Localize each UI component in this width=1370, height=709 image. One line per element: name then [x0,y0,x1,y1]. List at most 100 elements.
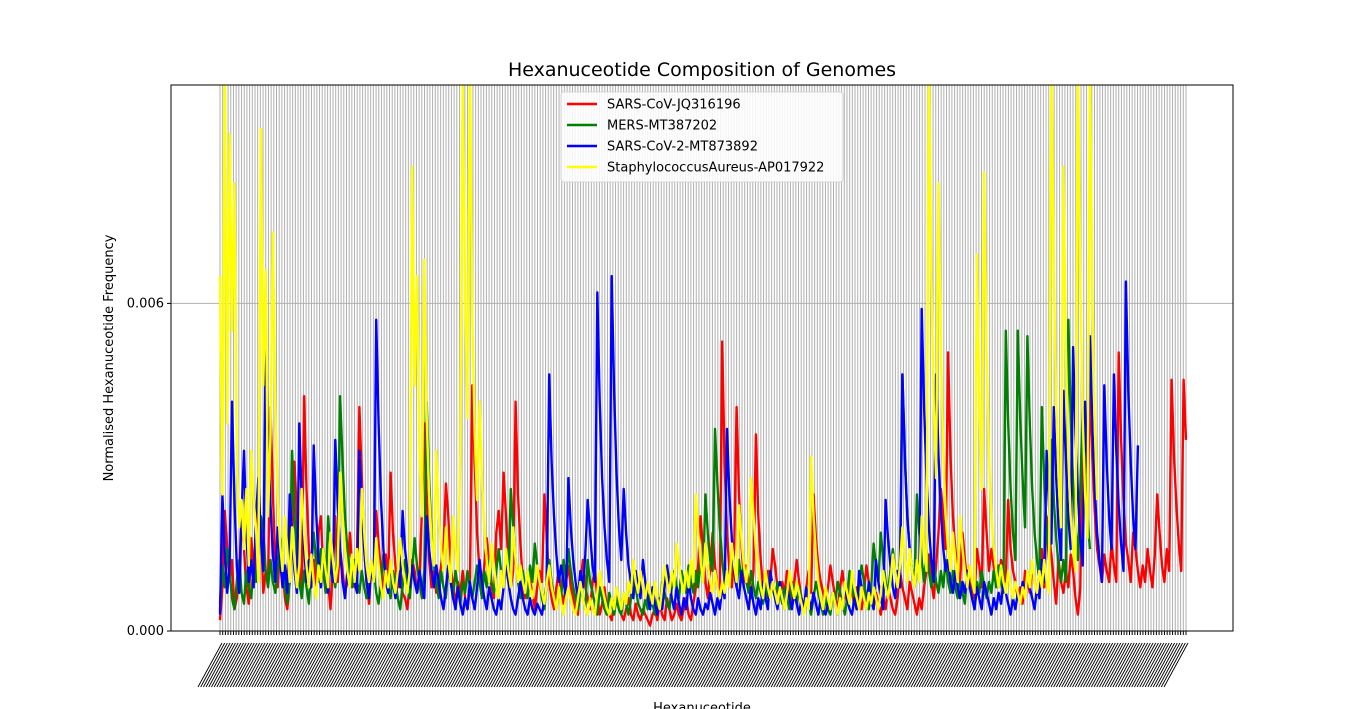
x-tick-label-mark [1147,642,1173,688]
x-tick-label-mark [679,642,705,688]
x-tick-label-mark [668,642,694,688]
x-tick-label-mark [1026,642,1052,688]
x-tick-label-mark [211,642,236,688]
x-tick-label-mark [725,642,750,688]
x-tick-label-mark [1058,642,1084,688]
x-tick-label-mark [671,642,696,688]
x-tick-label-mark [1012,642,1038,688]
x-tick-label-mark [681,642,707,688]
x-tick-label-mark [1007,642,1033,688]
x-tick-label-mark [821,642,847,688]
x-tick-label-mark [673,642,699,688]
x-tick-label-mark [813,642,839,688]
x-axis-label: Hexanuceotide [653,701,751,709]
x-tick-label-mark [684,642,710,688]
x-tick-label-mark [843,642,869,688]
x-tick-label-mark [429,642,454,688]
x-tick-label-mark [703,642,729,688]
x-tick-label-mark [318,642,344,688]
x-tick-label-mark [415,642,441,688]
x-tick-label-mark [1109,642,1135,688]
x-tick-label-mark [579,642,605,688]
x-tick-label-mark [396,642,422,688]
x-tick-label-mark [563,642,589,688]
legend-label: MERS-MT387202 [607,119,717,134]
x-tick-label-mark [509,642,535,688]
x-tick-label-mark [956,642,982,688]
x-tick-label-mark [786,642,812,688]
x-tick-label-mark [402,642,427,688]
x-tick-label-mark [469,642,495,688]
x-tick-label-mark [463,642,489,688]
x-tick-label-mark [418,642,444,688]
x-tick-label-mark [237,642,263,688]
x-tick-label-mark [246,642,271,688]
x-tick-label-mark [1096,642,1122,688]
x-tick-label-mark [762,642,788,688]
x-tick-label-mark [558,642,583,688]
x-tick-label-mark [307,642,333,688]
x-tick-label-mark [410,642,435,688]
x-tick-label-mark [407,642,433,688]
x-tick-label-mark [687,642,713,688]
x-tick-label-mark [759,642,785,688]
x-tick-label-mark [918,642,944,688]
x-tick-label-mark [741,642,766,688]
x-tick-label-mark [1152,642,1178,688]
x-tick-label-mark [1107,642,1132,688]
x-tick-label-mark [609,642,635,688]
x-tick-label-mark [827,642,853,688]
x-tick-label-mark [617,642,643,688]
x-tick-label-mark [800,642,826,688]
x-tick-label-mark [937,642,963,688]
x-tick-label-mark [773,642,799,688]
x-tick-label-mark [1002,642,1027,688]
x-tick-label-mark [940,642,966,688]
x-tick-label-mark [377,642,403,688]
x-tick-label-mark [824,642,850,688]
x-tick-label-mark [466,642,492,688]
legend: SARS-CoV-JQ316196 MERS-MT387202 SARS-CoV-2… [560,91,844,183]
x-tick-label-mark [1020,642,1046,688]
x-tick-label-mark [700,642,726,688]
x-tick-label-mark [897,642,923,688]
x-tick-label-mark [625,642,651,688]
x-tick-label-mark [426,642,452,688]
x-tick-label-mark [1101,642,1127,688]
x-tick-label-mark [894,642,920,688]
x-tick-label-mark [765,642,791,688]
x-tick-label-mark [205,642,231,688]
x-tick-label-mark [996,642,1022,688]
x-tick-label-mark [342,642,368,688]
x-tick-label-mark [838,642,863,688]
x-tick-label-mark [536,642,562,688]
x-tick-label-mark [719,642,745,688]
x-tick-label-mark [372,642,398,688]
x-tick-label-mark [262,642,287,688]
x-tick-label-mark [431,642,457,688]
x-tick-label-mark [676,642,702,688]
x-tick-label-mark [910,642,936,688]
x-tick-label-mark [692,642,718,688]
x-tick-label-mark [1047,642,1073,688]
x-tick-label-mark [480,642,505,688]
x-tick-label-mark [359,642,384,688]
x-tick-label-mark [1155,642,1181,688]
x-tick-label-mark [601,642,627,688]
x-tick-label-mark [797,642,823,688]
x-tick-label-mark [881,642,906,688]
x-tick-label-mark [437,642,462,688]
x-tick-label-mark [905,642,931,688]
x-tick-label-mark [862,642,888,688]
x-tick-label-mark [221,642,247,688]
x-tick-label-mark [991,642,1017,688]
x-tick-label-mark [980,642,1006,688]
x-tick-label-mark [394,642,419,688]
x-tick-label-mark [649,642,675,688]
x-tick-label-mark [200,642,226,688]
x-tick-label-mark [929,642,955,688]
x-tick-label-mark [1061,642,1087,688]
x-tick-label-mark [875,642,901,688]
x-tick-label-mark [598,642,624,688]
x-tick-label-mark [924,642,949,688]
